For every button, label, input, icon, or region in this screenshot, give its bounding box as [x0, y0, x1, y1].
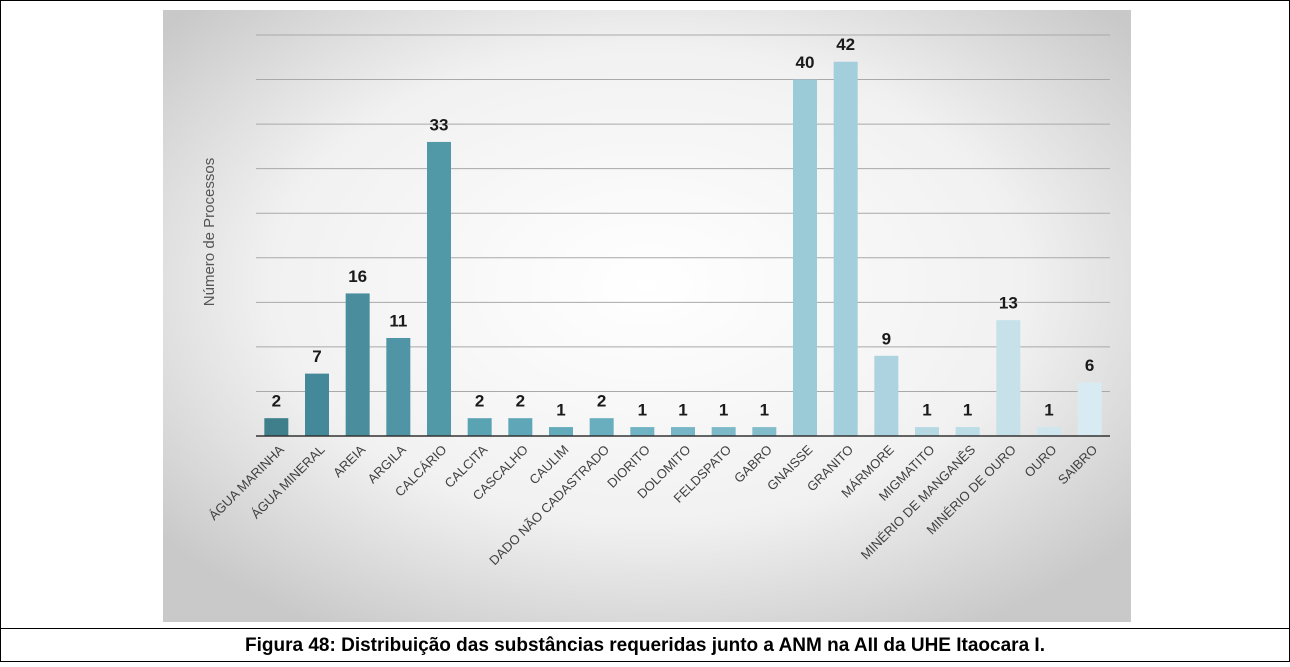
- value-label: 1: [719, 401, 728, 420]
- bar: [345, 293, 370, 436]
- value-label: 7: [312, 347, 321, 366]
- bar: [264, 418, 289, 436]
- bar: [915, 427, 939, 436]
- value-label: 42: [836, 35, 855, 54]
- bar: [793, 79, 817, 437]
- value-label: 2: [516, 392, 525, 411]
- bar: [427, 141, 451, 436]
- value-label: 1: [638, 401, 647, 420]
- caption: Figura 48: Distribuição das substâncias …: [245, 635, 1045, 656]
- bar: [955, 427, 980, 436]
- bar: [671, 427, 695, 436]
- bar: [589, 418, 614, 436]
- bar: [752, 427, 777, 436]
- bar: [630, 427, 655, 436]
- value-label: 1: [1044, 401, 1053, 420]
- bar: [996, 320, 1021, 436]
- bar: [549, 427, 573, 436]
- value-label: 2: [272, 392, 281, 411]
- bar: [833, 61, 858, 436]
- chart-background: [163, 10, 1131, 622]
- value-label: 13: [999, 294, 1018, 313]
- bar: [305, 373, 329, 436]
- value-label: 1: [678, 401, 687, 420]
- bar: [508, 418, 533, 436]
- bar: [386, 337, 411, 436]
- value-label: 1: [556, 401, 565, 420]
- bar: [874, 355, 899, 436]
- value-label: 33: [430, 115, 449, 134]
- bar: [1077, 382, 1102, 436]
- bar: [711, 427, 736, 436]
- value-label: 6: [1085, 356, 1094, 375]
- value-label: 1: [760, 401, 769, 420]
- bar: [467, 418, 492, 436]
- bar: [1037, 427, 1061, 436]
- value-label: 9: [882, 329, 891, 348]
- value-label: 11: [389, 311, 407, 330]
- value-label: 2: [597, 392, 606, 411]
- y-axis-label: Número de Processos: [201, 158, 218, 306]
- value-label: 2: [475, 392, 484, 411]
- value-label: 1: [922, 401, 931, 420]
- value-label: 16: [348, 267, 367, 286]
- value-label: 40: [796, 53, 815, 72]
- value-label: 1: [963, 401, 972, 420]
